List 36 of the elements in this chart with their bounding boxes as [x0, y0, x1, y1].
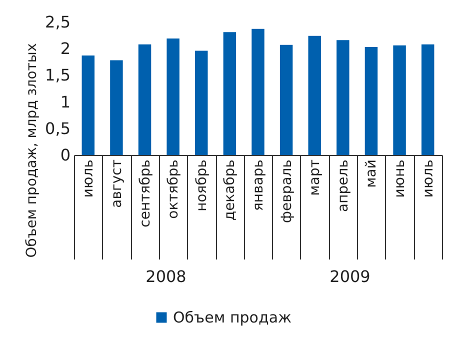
text: 2009 — [330, 267, 370, 286]
legend-label: Объем продаж — [173, 308, 292, 326]
bar — [280, 44, 293, 155]
x-tick-label: июнь — [392, 160, 408, 198]
x-tick-label: июль — [420, 160, 436, 198]
bar — [336, 40, 350, 155]
x-tick-label: ноябрь — [194, 160, 210, 212]
x-tick-label: март — [307, 160, 324, 196]
x-tick-label: февраль — [278, 160, 295, 223]
y-tick-label: 2 — [60, 39, 70, 58]
bar — [252, 28, 264, 155]
bar — [166, 38, 180, 155]
bar — [195, 50, 208, 155]
y-axis-title: Объем продаж, млрд злотых — [24, 43, 40, 258]
text: 2008 — [146, 267, 186, 286]
x-tick-label: август — [108, 160, 125, 208]
bar — [110, 60, 123, 155]
bar — [82, 56, 95, 155]
bar — [138, 44, 152, 155]
bar — [223, 32, 236, 155]
x-tick-label: июль — [80, 160, 97, 198]
bar — [393, 45, 406, 155]
y-tick-label: 0,5 — [45, 118, 70, 138]
x-tick-label: октябрь — [166, 160, 182, 219]
x-tick-label: апрель — [335, 160, 352, 212]
y-tick-label: 1,5 — [45, 66, 70, 85]
y-tick-label: 0 — [60, 146, 70, 164]
x-tick-label: январь — [250, 160, 266, 212]
x-tick-label: май — [364, 160, 380, 188]
y-tick-label: 2,5 — [45, 12, 70, 32]
bar — [364, 47, 378, 155]
y-tick-label: 1 — [60, 92, 70, 112]
bar — [421, 44, 434, 155]
x-tick-label: декабрь — [222, 160, 238, 221]
x-tick-label: сентябрь — [137, 160, 154, 228]
bar — [308, 36, 321, 155]
